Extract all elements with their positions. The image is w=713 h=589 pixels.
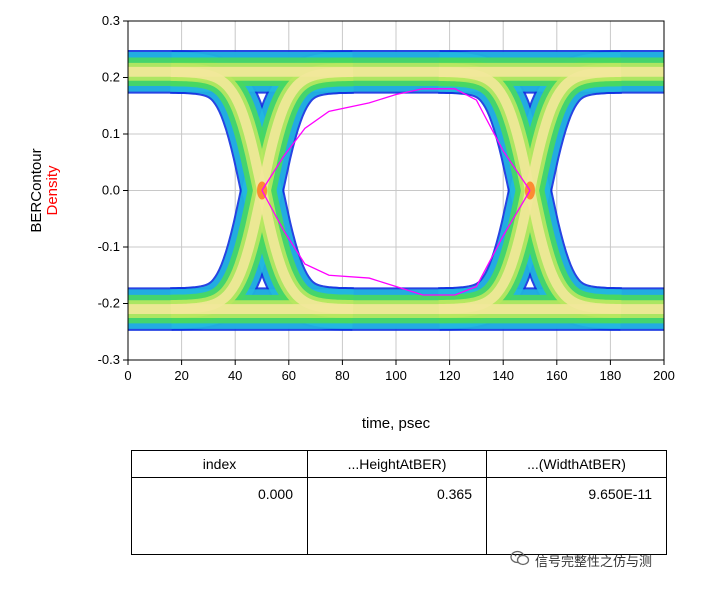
y-axis-title-line-2: Density — [44, 165, 61, 216]
column-header-width-at-ber[interactable]: ...(WidthAtBER) — [486, 450, 667, 478]
y-tick-label: -0.2 — [98, 296, 120, 311]
y-tick-label: 0.3 — [102, 13, 120, 28]
table-header-row: index ...HeightAtBER) ...(WidthAtBER) — [131, 450, 667, 478]
x-tick-label: 140 — [492, 368, 514, 383]
axis-ticks: 0 20 40 60 80 100 120 140 160 180 200 0.3 0.2 0.1 0.0 -… — [98, 13, 675, 383]
x-tick-label: 120 — [439, 368, 461, 383]
x-axis-title: time, psec — [362, 415, 431, 432]
ber-contour — [261, 88, 531, 296]
eye-density-traces — [128, 50, 664, 331]
watermark-text: 信号完整性之仿与测 — [535, 554, 653, 570]
x-tick-label: 100 — [385, 368, 407, 383]
table-row: 0.000 0.365 9.650E-11 — [131, 477, 667, 555]
column-header-height-at-ber[interactable]: ...HeightAtBER) — [307, 450, 487, 478]
x-tick-label: 160 — [546, 368, 568, 383]
x-tick-label: 20 — [174, 368, 188, 383]
wechat-icon — [510, 550, 530, 570]
y-tick-label: -0.1 — [98, 239, 120, 254]
column-header-index[interactable]: index — [131, 450, 308, 478]
eye-diagram-chart: 0 20 40 60 80 100 120 140 160 180 200 0.3 0.2 0.1 0.0 -… — [28, 13, 675, 432]
ber-contour-bottom — [261, 190, 531, 296]
eye-measurement-table: index ...HeightAtBER) ...(WidthAtBER) 0.… — [131, 450, 667, 555]
ber-contour-top — [261, 88, 531, 191]
y-tick-label: 0.0 — [102, 183, 120, 198]
y-tick-label: 0.1 — [102, 126, 120, 141]
x-tick-label: 60 — [282, 368, 296, 383]
x-tick-label: 0 — [124, 368, 131, 383]
cell-height-at-ber: 0.365 — [307, 477, 487, 555]
cell-index: 0.000 — [131, 477, 308, 555]
y-tick-label: 0.2 — [102, 70, 120, 85]
x-tick-label: 200 — [653, 368, 675, 383]
x-tick-label: 40 — [228, 368, 242, 383]
x-tick-label: 180 — [600, 368, 622, 383]
y-axis-title: BERContour Density — [28, 148, 61, 232]
watermark: 信号完整性之仿与测 — [510, 549, 652, 571]
y-tick-label: -0.3 — [98, 352, 120, 367]
x-tick-label: 80 — [335, 368, 349, 383]
y-axis-title-line-1: BERContour — [28, 148, 45, 232]
cell-width-at-ber: 9.650E-11 — [486, 477, 667, 555]
